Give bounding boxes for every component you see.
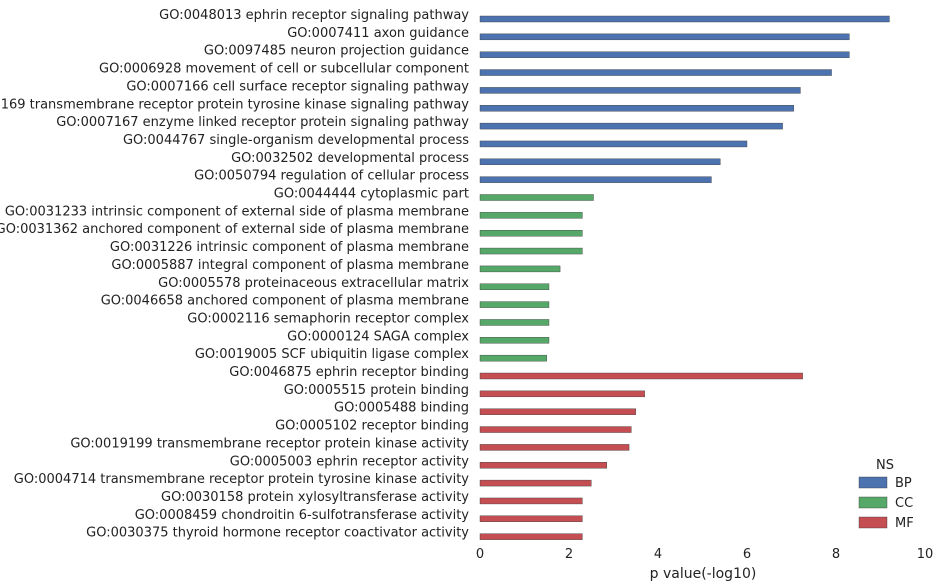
category-label: GO:0007166 cell surface receptor signali… xyxy=(126,79,469,94)
bars-group xyxy=(479,15,890,540)
x-tick-label: 4 xyxy=(654,547,662,562)
category-label: GO:0048013 ephrin receptor signaling pat… xyxy=(159,8,469,23)
category-label: GO:0019005 SCF ubiquitin ligase complex xyxy=(195,347,469,362)
category-label: GO:0007169 transmembrane receptor protei… xyxy=(0,97,469,112)
x-axis: 0 2 4 6 8 10 xyxy=(476,547,933,562)
category-label: GO:0097485 neuron projection guidance xyxy=(204,44,469,59)
legend-swatch-bp xyxy=(858,476,888,489)
legend: NS BP CC MF xyxy=(858,458,914,531)
legend-label-mf: MF xyxy=(895,516,914,531)
bar-cc xyxy=(479,265,561,273)
x-tick-label: 0 xyxy=(476,547,484,562)
category-label: GO:0030375 thyroid hormone receptor coac… xyxy=(86,526,469,541)
category-label: GO:0031362 anchored component of externa… xyxy=(0,222,469,237)
bar-mf xyxy=(479,426,632,433)
category-label: GO:0046875 ephrin receptor binding xyxy=(229,365,469,380)
category-label: GO:0005003 ephrin receptor activity xyxy=(230,454,470,469)
legend-title: NS xyxy=(876,458,894,473)
bar-mf xyxy=(479,515,583,522)
category-label: GO:0031233 intrinsic component of extern… xyxy=(5,204,469,219)
bar-bp xyxy=(479,176,712,183)
bar-mf xyxy=(479,533,583,540)
bar-cc xyxy=(479,247,583,255)
bar-bp xyxy=(479,69,832,76)
category-label: GO:0005887 integral component of plasma … xyxy=(111,258,469,273)
bar-cc xyxy=(479,194,594,201)
bar-bp xyxy=(479,158,721,166)
legend-label-bp: BP xyxy=(895,476,912,491)
bar-mf xyxy=(479,372,803,380)
category-label: GO:0050794 regulation of cellular proces… xyxy=(194,169,469,184)
x-tick-label: 2 xyxy=(565,547,573,562)
category-label: GO:0030158 protein xylosyltransferase ac… xyxy=(161,490,469,505)
bar-mf xyxy=(479,408,636,415)
legend-swatch-cc xyxy=(858,496,888,509)
legend-swatch-mf xyxy=(858,516,888,529)
bar-mf xyxy=(479,462,608,469)
x-axis-label: p value(-log10) xyxy=(650,566,757,582)
bar-cc xyxy=(479,354,547,362)
bar-mf xyxy=(479,444,630,451)
bar-bp xyxy=(479,33,850,41)
bar-mf xyxy=(479,390,645,398)
category-label: GO:0044444 cytoplasmic part xyxy=(274,187,469,202)
bar-mf xyxy=(479,479,592,487)
bar-mf xyxy=(479,497,583,505)
bar-bp xyxy=(479,105,794,112)
category-label: GO:0006928 movement of cell or subcellul… xyxy=(99,62,469,77)
bar-cc xyxy=(479,283,550,290)
x-tick-label: 10 xyxy=(917,547,934,562)
bar-bp xyxy=(479,122,783,130)
bar-bp xyxy=(479,140,748,148)
bar-cc xyxy=(479,301,550,308)
category-label: GO:0005488 binding xyxy=(334,401,469,416)
bar-cc xyxy=(479,212,583,219)
category-label: GO:0008459 chondroitin 6-sulfotransferas… xyxy=(135,508,470,523)
category-label: GO:0005102 receptor binding xyxy=(275,419,469,434)
bar-cc xyxy=(479,319,550,326)
bar-bp xyxy=(479,51,850,58)
category-label: GO:0019199 transmembrane receptor protei… xyxy=(70,436,469,451)
category-label: GO:0046658 anchored component of plasma … xyxy=(101,294,469,309)
category-label: GO:0044767 single-organism developmental… xyxy=(123,133,469,148)
category-label: GO:0005515 protein binding xyxy=(284,383,469,398)
category-label: GO:0007167 enzyme linked receptor protei… xyxy=(56,115,469,130)
x-tick-label: 8 xyxy=(832,547,840,562)
category-label: GO:0005578 proteinaceous extracellular m… xyxy=(158,276,469,291)
bar-bp xyxy=(479,15,890,23)
bar-bp xyxy=(479,87,801,94)
category-label: GO:0032502 developmental process xyxy=(231,151,469,166)
category-label: GO:0007411 axon guidance xyxy=(287,26,469,41)
category-labels-group: GO:0048013 ephrin receptor signaling pat… xyxy=(0,8,469,541)
category-label: GO:0031226 intrinsic component of plasma… xyxy=(110,240,469,255)
legend-label-cc: CC xyxy=(895,496,913,511)
category-label: GO:0000124 SAGA complex xyxy=(287,329,469,344)
category-label: GO:0004714 transmembrane receptor protei… xyxy=(14,472,470,487)
x-tick-label: 6 xyxy=(743,547,751,562)
bar-cc xyxy=(479,229,583,237)
bar-cc xyxy=(479,337,550,344)
category-label: GO:0002116 semaphorin receptor complex xyxy=(187,311,469,326)
